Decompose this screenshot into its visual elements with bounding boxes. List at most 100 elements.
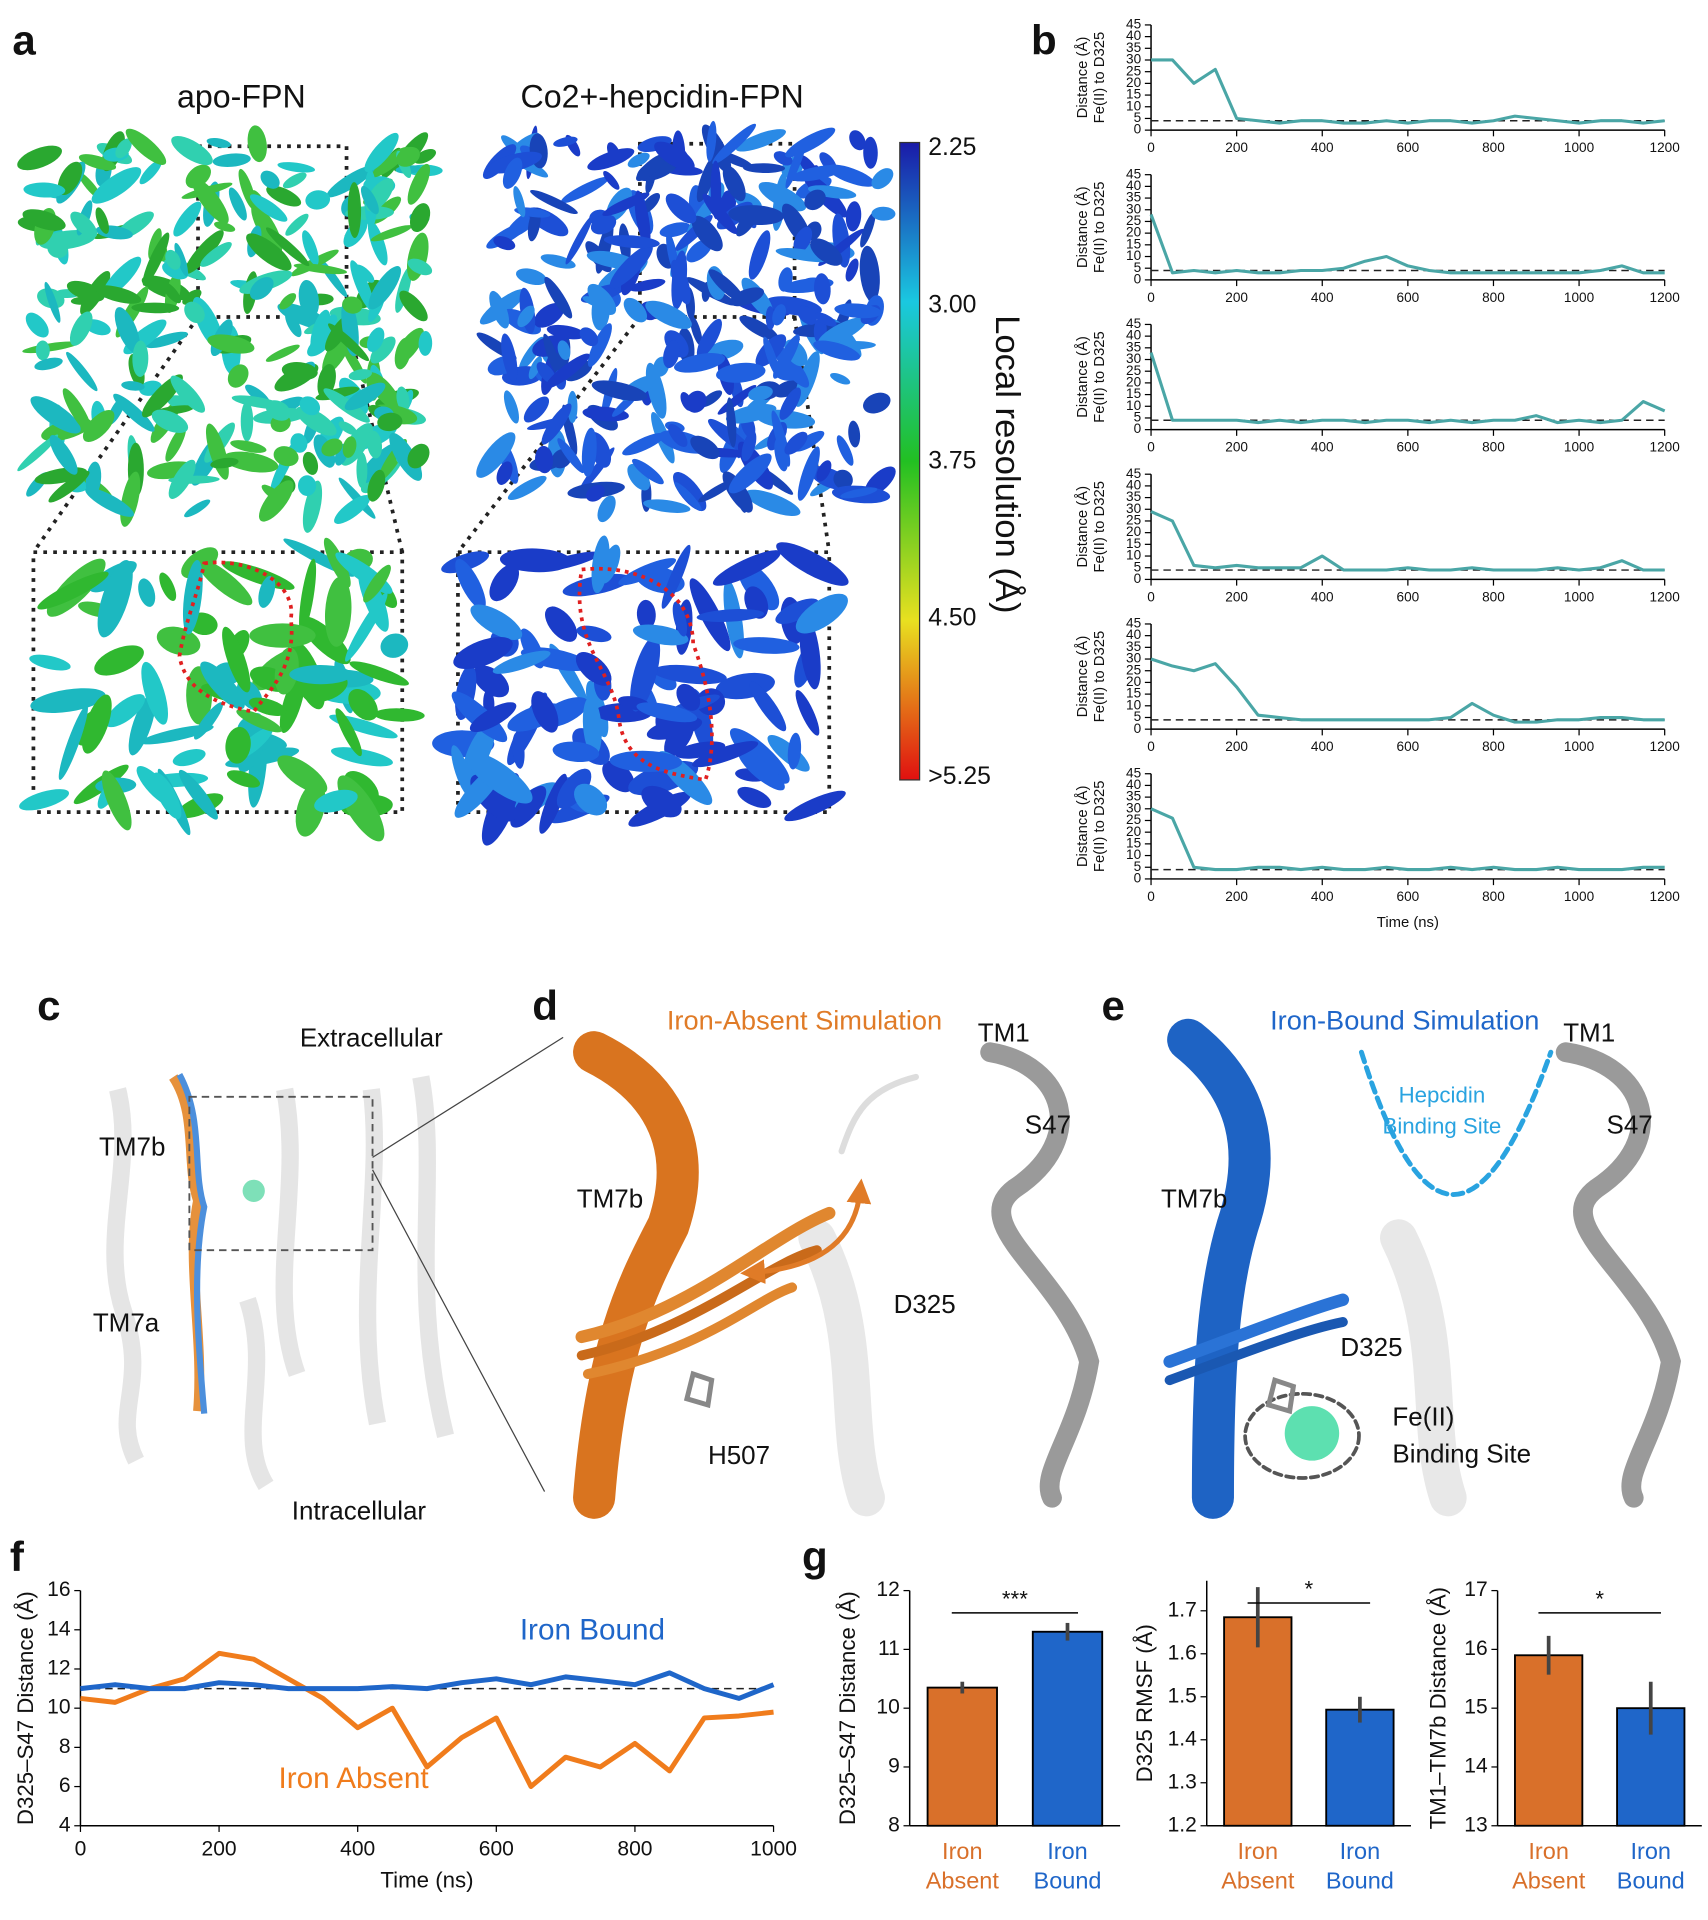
density-blob	[685, 390, 707, 413]
colorbar-tick: 2.25	[928, 134, 976, 161]
density-map	[476, 120, 896, 523]
density-blob	[735, 129, 786, 152]
density-blob	[350, 260, 375, 312]
x-tick-label: 400	[1311, 589, 1334, 604]
density-blob	[773, 334, 800, 379]
illustrations	[17, 120, 1682, 1519]
density-blob	[223, 451, 279, 473]
y-tick-label: 40	[1126, 328, 1142, 343]
y-axis-label: D325–S47 Distance (Å)	[835, 1591, 860, 1825]
y-axis-label: TM1–TM7b Distance (Å)	[1425, 1587, 1450, 1830]
density-blob	[285, 311, 302, 338]
density-blob	[302, 230, 319, 266]
y-tick-label: 10	[1126, 398, 1142, 413]
density-blob	[151, 409, 189, 434]
density-blob	[632, 458, 664, 485]
density-blob	[297, 475, 317, 497]
density-blob	[23, 182, 66, 198]
protein-cartoon	[573, 1031, 1100, 1519]
density-blob	[871, 206, 896, 221]
density-blob	[630, 636, 661, 712]
density-blob	[348, 689, 378, 721]
density-blob	[407, 163, 431, 205]
density-blob	[663, 340, 680, 369]
density-blob	[62, 388, 92, 434]
density-blob	[396, 386, 410, 412]
density-blob	[334, 494, 371, 524]
density-blob	[338, 421, 358, 436]
colorbar	[899, 141, 921, 781]
density-blob	[545, 606, 578, 642]
density-blob	[138, 578, 156, 607]
panel-label: b	[1031, 17, 1057, 64]
density-blob	[539, 773, 568, 834]
y-axis-label: D325 RMSF (Å)	[1132, 1624, 1157, 1782]
density-blob	[290, 433, 308, 453]
y-tick-label: 10	[47, 1696, 70, 1719]
data-line	[80, 1670, 775, 1701]
y-tick-label: 45	[1126, 17, 1141, 32]
density-blob	[266, 185, 302, 207]
density-blob	[363, 564, 391, 603]
density-blob	[132, 340, 149, 378]
x-tick-label: 200	[1225, 290, 1248, 305]
density-blob	[249, 194, 288, 222]
x-tick-label: 400	[1311, 140, 1334, 155]
density-blob	[636, 599, 656, 630]
density-blob	[139, 159, 162, 185]
density-blob	[810, 238, 843, 266]
y-tick-label: 0	[1134, 421, 1142, 436]
x-tick-label: 1000	[1564, 440, 1595, 455]
residue-label: TM1	[978, 1018, 1030, 1048]
density-blob	[636, 702, 698, 723]
x-tick-label: 400	[1311, 889, 1334, 904]
density-blob	[328, 323, 370, 362]
x-tick-label: 800	[617, 1838, 652, 1861]
density-blob	[48, 471, 90, 503]
bar	[1223, 1616, 1293, 1827]
density-blob	[356, 451, 368, 489]
density-blob	[331, 747, 393, 767]
density-blob	[587, 148, 635, 171]
panel-label: d	[532, 982, 558, 1029]
density-blob	[85, 461, 102, 498]
density-blob	[557, 340, 571, 361]
y-tick-label: 15	[1126, 386, 1141, 401]
density-blob	[451, 745, 473, 798]
density-blob	[407, 443, 430, 469]
x-tick-label: 400	[1311, 290, 1334, 305]
y-tick-label: 1.2	[1168, 1813, 1197, 1836]
density-blob	[418, 331, 433, 356]
x-tick-label: 0	[75, 1838, 87, 1861]
density-blob	[355, 264, 375, 283]
y-tick-label: 35	[1126, 789, 1141, 804]
density-blob	[380, 633, 409, 658]
x-tick-label: 200	[202, 1838, 237, 1861]
helix-label: TM7b	[1161, 1184, 1227, 1214]
x-tick-label: 600	[1397, 440, 1420, 455]
x-tick-label: 1200	[1650, 889, 1681, 904]
density-blob	[507, 475, 547, 501]
density-blob	[775, 598, 819, 625]
y-axis-label: Fe(II) to D325	[1092, 32, 1108, 124]
density-blob	[165, 425, 187, 462]
residue-label: S47	[1607, 1109, 1653, 1139]
colorbar-tick: 4.50	[928, 605, 976, 632]
density-blob	[501, 333, 518, 382]
significance-label: ***	[1002, 1586, 1028, 1611]
density-blob	[725, 403, 777, 424]
density-blob	[749, 681, 787, 732]
x-tick-label: 800	[1482, 589, 1505, 604]
x-tick-label: Iron Bound	[1617, 1838, 1685, 1894]
density-blob	[790, 165, 844, 182]
x-tick-label: Iron Bound	[1034, 1838, 1102, 1894]
y-tick-label: 6	[59, 1774, 71, 1797]
x-tick-label: 800	[1482, 440, 1505, 455]
density-blob	[813, 340, 861, 361]
density-blob	[567, 390, 578, 424]
density-blob	[744, 489, 801, 516]
density-blob	[295, 406, 337, 436]
density-blob	[553, 136, 578, 147]
density-blob	[293, 263, 347, 275]
density-blob	[799, 615, 821, 690]
